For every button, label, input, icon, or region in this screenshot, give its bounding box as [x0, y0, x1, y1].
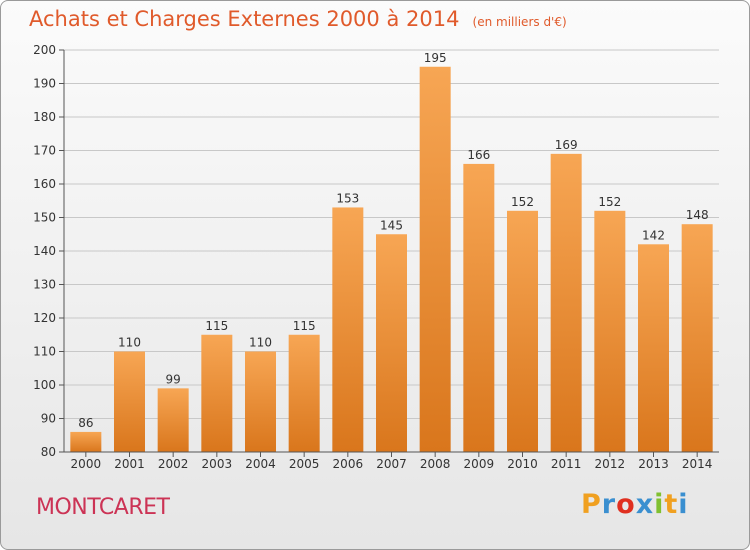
- data-label: 99: [166, 372, 181, 386]
- x-tick-label: 2010: [507, 457, 538, 471]
- y-tick-label: 100: [33, 378, 56, 392]
- x-tick-label: 2009: [464, 457, 495, 471]
- x-tick-label: 2012: [595, 457, 626, 471]
- data-label: 169: [555, 138, 578, 152]
- bar-2004: [245, 351, 276, 452]
- x-tick-label: 2003: [202, 457, 233, 471]
- x-tick-label: 2008: [420, 457, 451, 471]
- x-tick-label: 2013: [638, 457, 669, 471]
- bar-2011: [550, 153, 582, 452]
- data-labels: 86 110 99 115 110 115 153 145 195 166 152 169 152 142…: [78, 51, 708, 430]
- data-label: 145: [380, 218, 403, 232]
- bar-2013: [638, 244, 669, 452]
- logo-letter: x: [635, 489, 655, 520]
- bar-2005: [288, 334, 320, 452]
- data-label: 153: [336, 191, 359, 205]
- bar-2001: [114, 351, 145, 452]
- x-tick-label: 2001: [114, 457, 145, 471]
- commune-name: MONTCARET: [36, 495, 170, 520]
- bar-2000: [70, 431, 102, 452]
- bar-2010: [507, 210, 538, 452]
- bar-2008: [419, 66, 451, 452]
- bar-2003: [201, 334, 233, 452]
- bar-2002: [157, 388, 189, 452]
- data-label: 152: [511, 195, 534, 209]
- y-tick-label: 190: [33, 77, 56, 91]
- data-label: 152: [598, 195, 621, 209]
- x-tick-label: 2002: [158, 457, 189, 471]
- x-tick-label: 2000: [71, 457, 102, 471]
- x-tick-label: 2005: [289, 457, 320, 471]
- y-tick-label: 80: [41, 445, 56, 459]
- proxiti-logo: Proxiti: [581, 489, 689, 520]
- logo-letter: i: [678, 489, 689, 520]
- chart-header: Achats et Charges Externes 2000 à 2014 (…: [29, 7, 567, 31]
- bars: [70, 66, 713, 452]
- data-label: 86: [78, 416, 93, 430]
- y-tick-label: 140: [33, 244, 56, 258]
- chart-subtitle: (en milliers d'€): [472, 15, 567, 29]
- logo-letter: r: [601, 489, 617, 520]
- logo-letter: t: [664, 489, 679, 520]
- bar-2006: [332, 207, 364, 452]
- data-label: 115: [205, 319, 228, 333]
- x-tick-label: 2011: [551, 457, 582, 471]
- y-tick-label: 120: [33, 311, 56, 325]
- bar-2009: [463, 163, 495, 452]
- logo-letter: i: [654, 489, 665, 520]
- y-tick-label: 180: [33, 110, 56, 124]
- data-label: 110: [118, 336, 141, 350]
- data-label: 115: [293, 319, 316, 333]
- data-label: 148: [686, 208, 709, 222]
- x-tick-label: 2014: [682, 457, 713, 471]
- logo-letter: P: [581, 489, 602, 520]
- y-tick-label: 200: [33, 43, 56, 57]
- y-tick-label: 90: [41, 412, 56, 426]
- chart-title: Achats et Charges Externes 2000 à 2014: [29, 7, 460, 31]
- bar-2012: [594, 210, 626, 452]
- y-tick-label: 160: [33, 177, 56, 191]
- data-label: 110: [249, 336, 272, 350]
- y-tick-label: 130: [33, 278, 56, 292]
- bar-2007: [376, 234, 407, 452]
- y-tick-label: 150: [33, 211, 56, 225]
- x-tick-label: 2004: [245, 457, 276, 471]
- data-label: 195: [424, 51, 447, 65]
- logo-letter: o: [616, 489, 636, 520]
- bar-2014: [681, 224, 713, 452]
- y-tick-label: 110: [33, 345, 56, 359]
- x-tick-label: 2007: [376, 457, 407, 471]
- axes: 80 90 100 110 120 130 140 150 160 170 180 190 200 200…: [33, 43, 719, 471]
- y-tick-label: 170: [33, 144, 56, 158]
- x-tick-label: 2006: [333, 457, 364, 471]
- data-label: 142: [642, 228, 665, 242]
- data-label: 166: [467, 148, 490, 162]
